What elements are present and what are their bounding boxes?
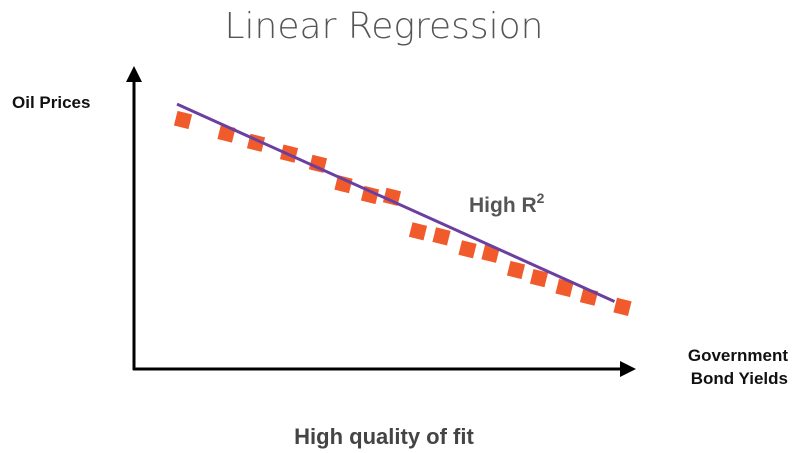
chart-title: Linear Regression (225, 6, 544, 47)
data-point-14 (529, 269, 549, 288)
x-axis-label-line-1: Government (688, 346, 788, 365)
data-point-11 (458, 240, 477, 259)
fit-line-group (176, 102, 616, 303)
data-point-13 (506, 260, 526, 280)
data-point-9 (408, 222, 428, 241)
data-point-1 (173, 110, 193, 130)
data-points (173, 110, 632, 316)
y-axis-arrow-icon (126, 66, 142, 82)
r-squared-superscript: 2 (537, 190, 545, 206)
data-point-17 (613, 297, 632, 316)
regression-fit-line (176, 102, 616, 303)
data-point-10 (432, 227, 451, 246)
data-point-15 (555, 278, 574, 298)
x-axis-arrow-icon (620, 361, 636, 377)
r-squared-text: High R (469, 194, 537, 217)
r-squared-annotation: High R2 (469, 190, 545, 217)
caption: High quality of fit (294, 424, 474, 449)
data-point-8 (382, 187, 402, 206)
data-point-12 (481, 244, 500, 263)
x-axis-label-line-2: Bond Yields (691, 369, 788, 388)
y-axis-label: Oil Prices (12, 93, 90, 112)
